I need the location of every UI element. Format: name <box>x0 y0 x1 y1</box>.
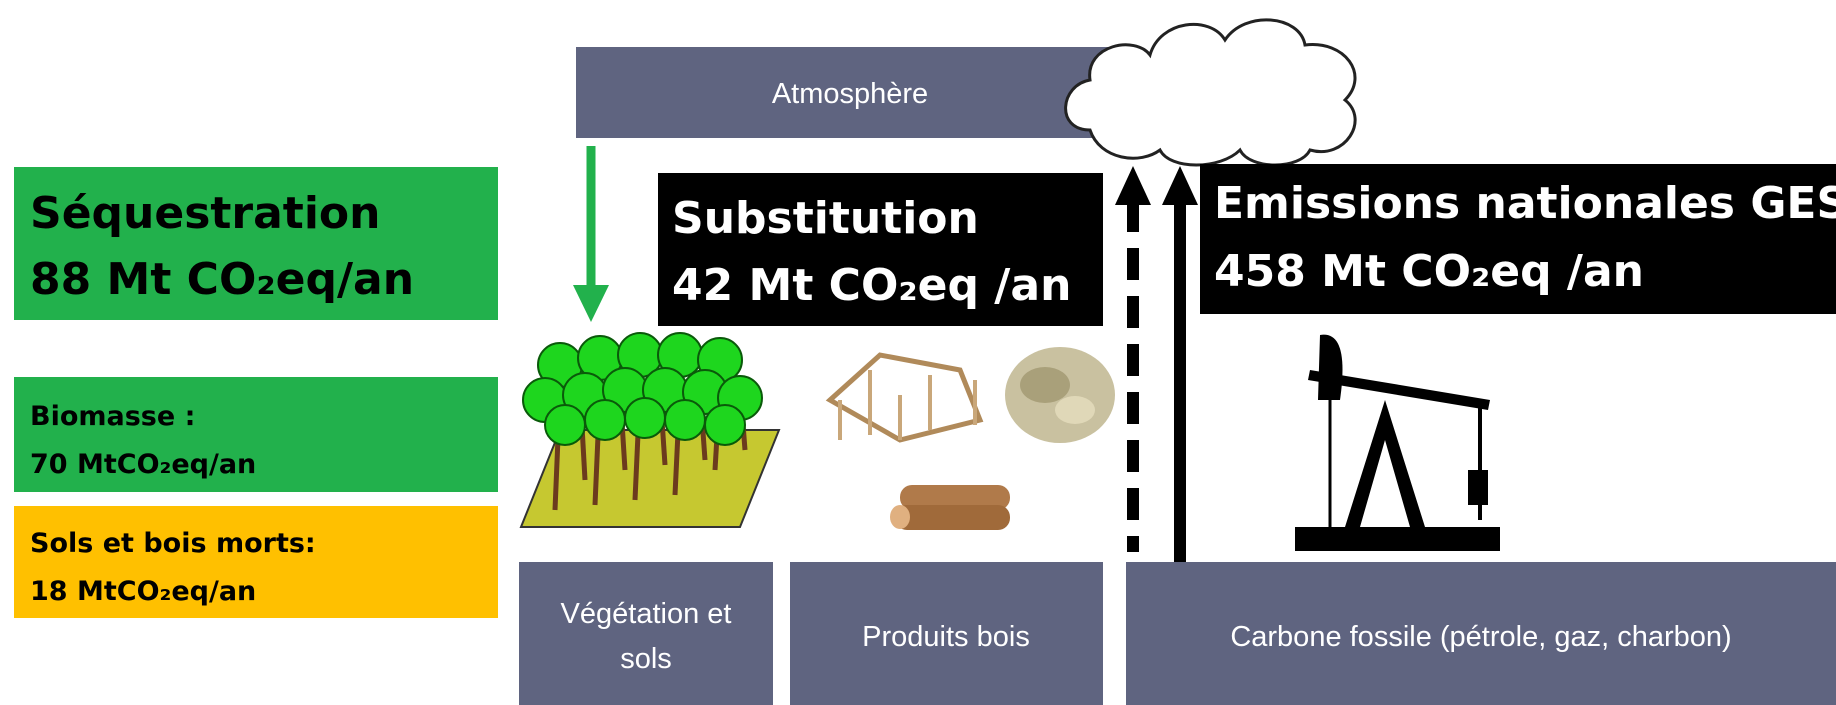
sols-value: 18 MtCO₂eq/an <box>30 576 256 607</box>
atmosphere-box <box>576 47 1124 138</box>
reservoir-label: sols <box>620 643 672 675</box>
arrow-head <box>1115 166 1151 205</box>
arrow-head <box>573 285 609 322</box>
emissions-box <box>1200 164 1836 314</box>
substitution-box <box>658 173 1103 326</box>
biomasse-box <box>14 377 498 492</box>
sols-box <box>14 506 498 618</box>
sequestration-box <box>14 167 498 320</box>
cloud <box>1064 18 1357 167</box>
wood-products-icon <box>825 347 1115 530</box>
atmosphere-label: Atmosphère <box>772 78 928 110</box>
biomasse-value: 70 MtCO₂eq/an <box>30 449 256 480</box>
substitution-value: 42 Mt CO₂eq /an <box>672 260 1071 311</box>
substitution-title: Substitution <box>672 193 979 244</box>
sequestration-value: 88 Mt CO₂eq/an <box>30 254 414 305</box>
reservoir-box <box>1126 562 1836 705</box>
arrow-head <box>1162 166 1198 205</box>
forest-icon <box>519 332 781 528</box>
reservoir-label: Végétation et <box>561 598 732 630</box>
emissions-title: Emissions nationales GES <box>1214 178 1836 229</box>
sequestration-title: Séquestration <box>30 188 380 239</box>
sols-title: Sols et bois morts: <box>30 528 316 559</box>
reservoir-label: Produits bois <box>862 621 1030 653</box>
biomasse-title: Biomasse : <box>30 401 195 432</box>
reservoir-box <box>519 562 773 705</box>
reservoir-label: Carbone fossile (pétrole, gaz, charbon) <box>1230 621 1731 653</box>
pump-jack-icon <box>1295 334 1500 551</box>
reservoir-box <box>790 562 1103 705</box>
emissions-value: 458 Mt CO₂eq /an <box>1214 246 1644 297</box>
